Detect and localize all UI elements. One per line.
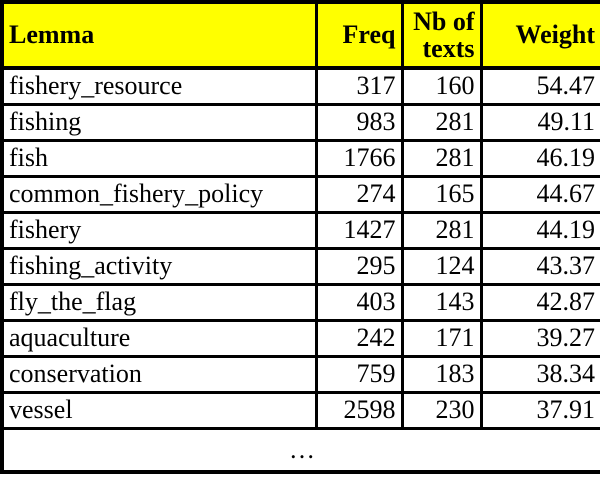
nb-of-texts-cell: 281 [400, 138, 483, 178]
weight-cell: 38.34 [479, 354, 600, 394]
nb-of-texts-cell: 281 [400, 102, 483, 142]
weight-cell: 37.91 [479, 390, 600, 430]
weight-cell: 49.11 [479, 102, 600, 142]
table-row: aquaculture 242 171 39.27 [0, 318, 600, 358]
lemma-cell: vessel [0, 390, 318, 430]
weight-cell: 39.27 [479, 318, 600, 358]
lemma-cell: fish [0, 138, 318, 178]
nb-of-texts-cell: 183 [400, 354, 483, 394]
table-row: fishing_activity 295 124 43.37 [0, 246, 600, 286]
column-header-weight: Weight [479, 0, 600, 70]
column-header-freq: Freq [314, 0, 404, 70]
weight-cell: 54.47 [479, 66, 600, 106]
lemma-cell: common_fishery_policy [0, 174, 318, 214]
freq-cell: 242 [314, 318, 404, 358]
weight-cell: 43.37 [479, 246, 600, 286]
nb-of-texts-cell: 230 [400, 390, 483, 430]
table-row: common_fishery_policy 274 165 44.67 [0, 174, 600, 214]
table-row: vessel 2598 230 37.91 [0, 390, 600, 430]
ellipsis-cell: … [0, 426, 600, 474]
table-header: Lemma Freq Nb of texts Weight [0, 0, 600, 70]
header-row: Lemma Freq Nb of texts Weight [0, 0, 600, 70]
freq-cell: 983 [314, 102, 404, 142]
table-row: fish 1766 281 46.19 [0, 138, 600, 178]
column-header-lemma: Lemma [0, 0, 318, 70]
freq-cell: 403 [314, 282, 404, 322]
nb-of-texts-cell: 124 [400, 246, 483, 286]
lemma-cell: fishery [0, 210, 318, 250]
freq-cell: 1766 [314, 138, 404, 178]
lemma-cell: conservation [0, 354, 318, 394]
nb-of-texts-cell: 281 [400, 210, 483, 250]
nb-of-texts-cell: 160 [400, 66, 483, 106]
weight-cell: 42.87 [479, 282, 600, 322]
table-row: fishery_resource 317 160 54.47 [0, 66, 600, 106]
table-row: fishery 1427 281 44.19 [0, 210, 600, 250]
lemma-cell: fishing_activity [0, 246, 318, 286]
lemma-cell: aquaculture [0, 318, 318, 358]
nb-of-texts-cell: 165 [400, 174, 483, 214]
nb-of-texts-cell: 171 [400, 318, 483, 358]
table-row: fly_the_flag 403 143 42.87 [0, 282, 600, 322]
table-row: conservation 759 183 38.34 [0, 354, 600, 394]
freq-cell: 1427 [314, 210, 404, 250]
freq-cell: 295 [314, 246, 404, 286]
weight-cell: 44.67 [479, 174, 600, 214]
table-body: fishery_resource 317 160 54.47 fishing 9… [0, 66, 600, 474]
freq-cell: 274 [314, 174, 404, 214]
weight-cell: 46.19 [479, 138, 600, 178]
column-header-nb-of-texts: Nb of texts [400, 0, 483, 70]
freq-cell: 317 [314, 66, 404, 106]
nb-of-texts-cell: 143 [400, 282, 483, 322]
lemma-cell: fishing [0, 102, 318, 142]
lemma-cell: fishery_resource [0, 66, 318, 106]
ellipsis-row: … [0, 426, 600, 474]
weight-cell: 44.19 [479, 210, 600, 250]
freq-cell: 2598 [314, 390, 404, 430]
freq-cell: 759 [314, 354, 404, 394]
lemma-cell: fly_the_flag [0, 282, 318, 322]
table-row: fishing 983 281 49.11 [0, 102, 600, 142]
